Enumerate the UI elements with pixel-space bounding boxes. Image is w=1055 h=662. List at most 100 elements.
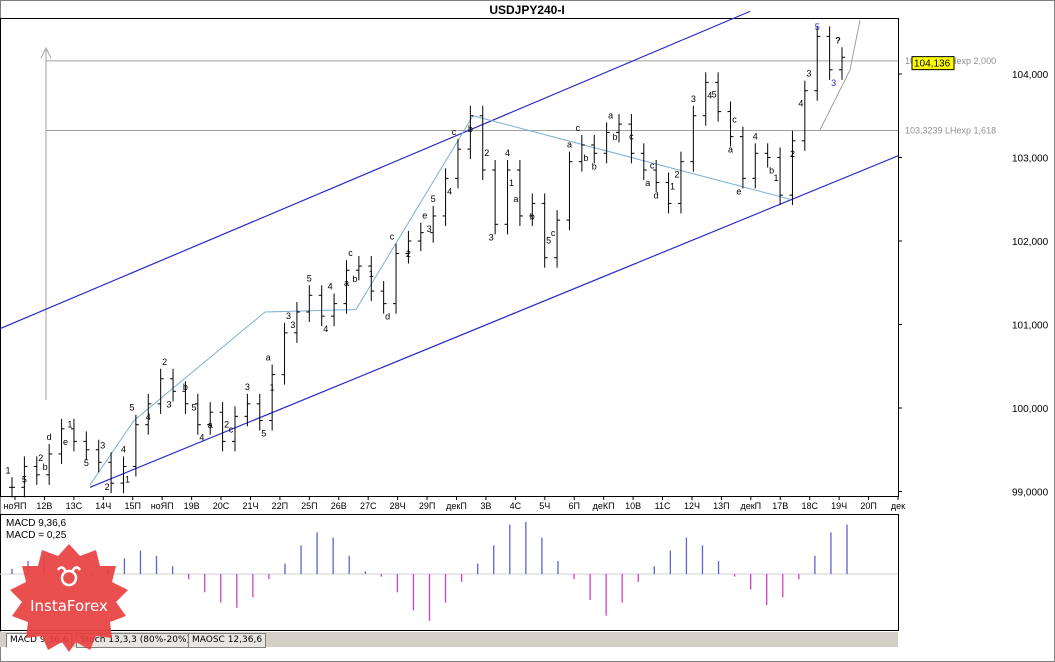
wave-label: 1 <box>774 173 779 183</box>
wave-label: 3 <box>167 399 172 409</box>
wave-label: 2 <box>406 249 411 259</box>
macd-legend-value: MACD = 0,25 <box>6 530 67 541</box>
wave-label: 2 <box>105 482 110 492</box>
wave-label: c <box>629 131 634 141</box>
wave-label: c <box>390 232 395 242</box>
wave-label: c <box>551 228 556 238</box>
x-tick-label: 20П <box>860 501 876 511</box>
macd-legend-name: MACD 9,36,6 <box>6 518 66 529</box>
tab-maosc[interactable]: MAOSC 12,36,6 <box>188 633 267 648</box>
logo-text: InstaForex <box>30 597 108 615</box>
wave-label: b <box>530 211 535 221</box>
instaforex-logo: InstaForex <box>4 542 134 654</box>
wave-label: 1 <box>670 181 675 191</box>
x-tick-label: 11С <box>655 501 671 511</box>
wave-label: 2 <box>790 149 795 159</box>
x-tick-label: 14Ч <box>95 501 111 511</box>
wave-label: 3 <box>290 320 295 330</box>
x-tick-label: 17В <box>772 501 788 511</box>
wave-label: 1 <box>67 419 72 429</box>
wave-label: a <box>728 145 733 155</box>
wave-label: 2 <box>38 453 43 463</box>
x-tick-label: 28Ч <box>390 501 406 511</box>
wave-label: 4 <box>447 186 452 196</box>
x-tick-label: 10В <box>625 501 641 511</box>
wave-connector <box>89 115 791 486</box>
price-panel <box>0 18 899 497</box>
y-tick-label: 101,000 <box>1012 321 1049 332</box>
wave-label: 3 <box>427 224 432 234</box>
wave-label: 5 <box>546 236 551 246</box>
x-tick-label: 3В <box>480 501 491 511</box>
y-tick-label: 100,000 <box>1012 404 1049 415</box>
wave-label: 2 <box>674 170 679 180</box>
wave-label: 4 <box>707 90 712 100</box>
wave-label: 2 <box>484 148 489 158</box>
x-tick-label: деКП <box>593 501 615 511</box>
x-tick-label: ноЯП <box>151 501 174 511</box>
wave-label: 5 <box>815 22 820 32</box>
wave-label: 4 <box>199 433 204 443</box>
x-tick-label: 22П <box>272 501 288 511</box>
channel-upper <box>0 10 751 330</box>
wave-label: 3 <box>806 69 811 79</box>
x-tick-label: 25П <box>301 501 317 511</box>
wave-label: 5 <box>129 403 134 413</box>
wave-label: 4 <box>753 131 758 141</box>
x-tick-label: 26В <box>331 501 347 511</box>
wave-label: 5 <box>307 273 312 283</box>
arrow-icon <box>40 46 52 59</box>
wave-label: b <box>43 462 48 472</box>
wave-label: 5 <box>22 474 27 484</box>
wave-label: b <box>592 161 597 171</box>
wave-label: a <box>266 353 271 363</box>
wave-label: 5 <box>191 403 196 413</box>
x-tick-label: 15П <box>124 501 140 511</box>
wave-label: c <box>576 123 581 133</box>
wave-label: 2 <box>162 357 167 367</box>
chart-title: USDJPY240-I <box>489 3 564 17</box>
wave-label: b <box>183 382 188 392</box>
wave-label: e <box>736 186 741 196</box>
wave-label: 4 <box>121 444 126 454</box>
bull-icon <box>56 566 82 587</box>
wave-label: 5 <box>84 458 89 468</box>
x-tick-label: 27С <box>360 501 377 511</box>
wave-label: 3 <box>286 311 291 321</box>
y-tick-label: 104,000 <box>1012 70 1049 81</box>
wave-label: ? <box>835 35 841 45</box>
wave-label: c <box>348 248 353 258</box>
wave-label: 1 <box>509 178 514 188</box>
wave-label: 1 <box>270 383 275 393</box>
y-tick-label: 103,000 <box>1012 154 1049 165</box>
channel-lower <box>89 155 899 488</box>
x-tick-label: 13П <box>713 501 729 511</box>
wave-label: 3 <box>489 232 494 242</box>
current-price-box <box>911 56 955 71</box>
wave-label: a <box>513 194 518 204</box>
y-tick-label: 99,0000 <box>1012 488 1049 499</box>
wave-label: d <box>654 191 659 201</box>
price-axis-panel <box>899 18 1054 496</box>
wave-label: b <box>352 274 357 284</box>
x-tick-label: 12Ч <box>684 501 700 511</box>
x-tick-label: 6П <box>568 501 579 511</box>
x-tick-label: 20С <box>213 501 230 511</box>
wave-label: 5 <box>712 90 717 100</box>
x-tick-label: 29П <box>419 501 435 511</box>
x-tick-label: 19В <box>184 501 200 511</box>
x-tick-label: 18С <box>801 501 818 511</box>
wave-label: c <box>732 115 737 125</box>
wave-label: c <box>452 127 457 137</box>
x-tick-label: 12В <box>36 501 52 511</box>
wave-label: a <box>567 140 572 150</box>
x-tick-label: декП <box>446 501 467 511</box>
wave-label: d <box>47 432 52 442</box>
wave-label: 3 <box>691 94 696 104</box>
wave-label: b <box>613 132 618 142</box>
wave-label: 5 <box>261 429 266 439</box>
x-tick-label: ноЯП <box>4 501 27 511</box>
wave-label: 4 <box>146 412 151 422</box>
x-tick-label: 5Ч <box>539 501 550 511</box>
x-tick-label: 21Ч <box>242 501 258 511</box>
